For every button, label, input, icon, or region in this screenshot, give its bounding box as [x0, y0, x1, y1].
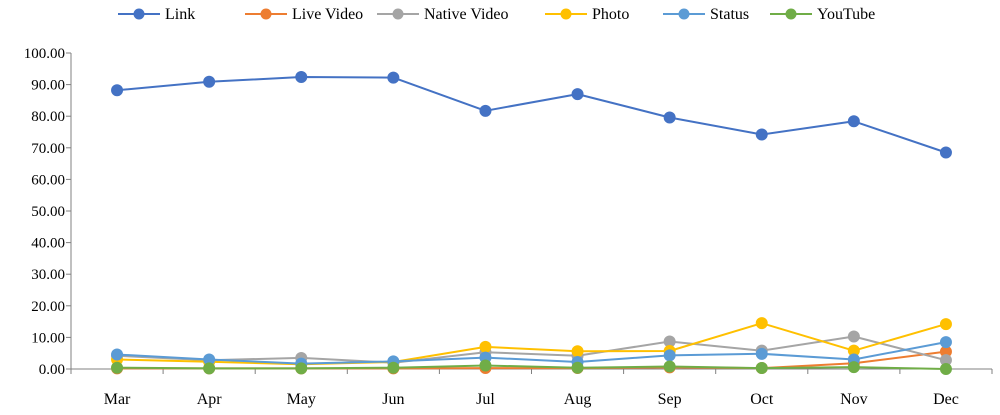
legend-label: Status — [710, 6, 749, 23]
legend-label: Link — [165, 6, 195, 23]
y-tick-label: 50.00 — [31, 204, 65, 220]
data-point — [755, 347, 768, 360]
legend-marker — [678, 8, 690, 20]
legend-marker — [133, 8, 145, 20]
legend-label: Native Video — [424, 6, 509, 23]
x-tick-label: Dec — [933, 391, 959, 408]
legend: Link Live Video Native Video Photo Status You… — [118, 6, 875, 23]
legend-marker — [260, 8, 272, 20]
data-point — [847, 361, 860, 374]
x-tick-label: Apr — [197, 391, 223, 408]
data-point — [939, 363, 952, 375]
data-point — [387, 361, 400, 374]
data-point — [479, 359, 492, 372]
x-tick-label: Jul — [476, 391, 495, 408]
y-axis: 0.00 10.00 20.00 30.00 40.00 50.00 60.00 70.00 8… — [24, 46, 72, 378]
y-tick-label: 20.00 — [31, 299, 65, 315]
data-point — [295, 71, 308, 84]
x-tick-label: Nov — [840, 391, 868, 408]
y-tick-label: 0.00 — [39, 362, 65, 378]
y-tick-label: 100.00 — [24, 46, 65, 62]
data-point — [203, 75, 216, 88]
x-tick-label: Aug — [564, 391, 592, 408]
legend-label: Live Video — [292, 6, 363, 23]
series-line — [116, 335, 947, 364]
legend-item: Photo — [545, 6, 629, 23]
y-tick-label: 60.00 — [31, 172, 65, 188]
legend-label: Photo — [592, 6, 629, 23]
data-point — [847, 330, 860, 343]
data-point — [755, 362, 768, 375]
x-tick-label: May — [287, 391, 316, 408]
series-photo — [111, 317, 952, 371]
series-line — [116, 364, 946, 370]
data-point — [847, 115, 860, 128]
series-youtube — [111, 359, 952, 375]
legend-marker — [392, 8, 404, 20]
y-tick-label: 70.00 — [31, 141, 65, 157]
series-line — [116, 76, 947, 154]
y-tick-label: 10.00 — [31, 330, 65, 346]
plot-area — [111, 71, 952, 375]
x-tick-label: Sep — [658, 391, 682, 408]
data-point — [939, 146, 952, 159]
y-tick-label: 30.00 — [31, 267, 65, 283]
data-point — [663, 349, 676, 362]
legend-label: YouTube — [817, 6, 875, 23]
legend-item: Link — [118, 6, 195, 23]
data-point — [203, 362, 216, 375]
y-tick-label: 80.00 — [31, 109, 65, 125]
series-line — [116, 341, 947, 365]
data-point — [939, 336, 952, 349]
data-point — [111, 361, 124, 374]
data-point — [479, 340, 492, 353]
data-point — [111, 84, 124, 97]
data-point — [571, 345, 584, 358]
data-point — [663, 111, 676, 124]
series-line — [116, 322, 947, 366]
data-point — [295, 362, 308, 375]
x-tick-label: Mar — [104, 391, 131, 408]
legend-item: Live Video — [245, 6, 363, 23]
legend-marker — [785, 8, 797, 20]
legend-item: Status — [663, 6, 749, 23]
data-point — [571, 361, 584, 374]
x-tick-label: Jun — [382, 391, 404, 408]
y-tick-label: 40.00 — [31, 236, 65, 252]
data-point — [663, 360, 676, 373]
legend-item: Native Video — [377, 6, 509, 23]
data-point — [939, 318, 952, 331]
y-tick-label: 90.00 — [31, 78, 65, 94]
data-point — [755, 317, 768, 330]
data-point — [571, 88, 584, 101]
x-tick-label: Oct — [750, 391, 774, 408]
series-link — [111, 71, 952, 159]
data-point — [387, 71, 400, 84]
data-point — [755, 128, 768, 141]
legend-item: YouTube — [770, 6, 875, 23]
legend-marker — [560, 8, 572, 20]
x-axis: Mar Apr May Jun Jul Aug Sep Oct Nov Dec — [70, 368, 993, 408]
data-point — [111, 348, 124, 361]
data-point — [479, 104, 492, 117]
